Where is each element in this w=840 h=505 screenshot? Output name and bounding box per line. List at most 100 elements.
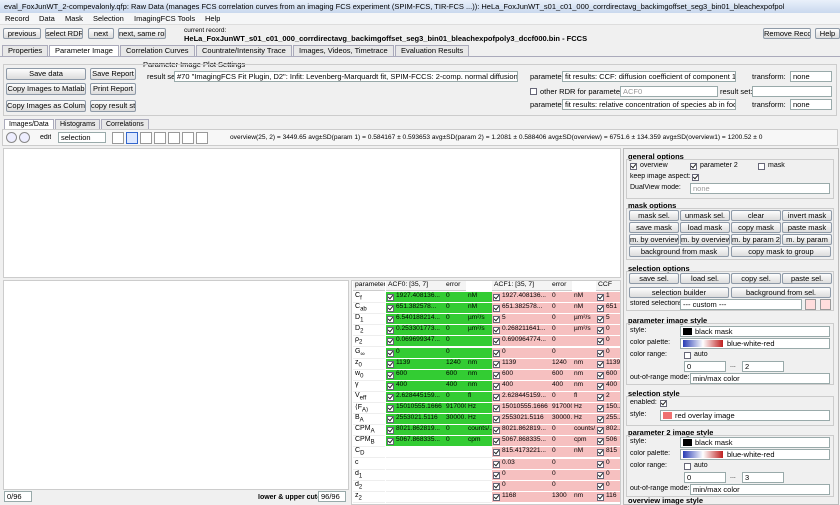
checkbox[interactable]: [690, 163, 697, 170]
dropdown[interactable]: black mask: [680, 326, 830, 337]
button[interactable]: paste mask: [782, 222, 832, 233]
checkbox[interactable]: [597, 416, 604, 424]
checkbox[interactable]: [493, 349, 500, 357]
checkbox[interactable]: [597, 338, 604, 346]
button[interactable]: copy sel.: [731, 273, 781, 284]
button[interactable]: copy result stats.: [90, 100, 136, 112]
checkbox[interactable]: [597, 360, 604, 368]
button[interactable]: m. by param: [782, 234, 832, 245]
button[interactable]: save mask: [629, 222, 679, 233]
checkbox[interactable]: [597, 382, 604, 390]
button[interactable]: Copy Images as Columns: [6, 100, 86, 112]
checkbox[interactable]: [493, 294, 500, 301]
dropdown[interactable]: [752, 86, 832, 97]
dropdown[interactable]: 3: [742, 472, 784, 483]
menu-item[interactable]: Record: [5, 14, 30, 23]
checkbox[interactable]: [493, 327, 500, 335]
cutoff-low[interactable]: 0/96: [4, 491, 32, 502]
dropdown[interactable]: ACF0: [620, 86, 718, 97]
tool-icon[interactable]: [196, 132, 208, 144]
checkbox[interactable]: [660, 400, 667, 407]
button[interactable]: background from mask: [629, 246, 729, 257]
dropdown[interactable]: #70 "ImagingFCS Fit Plugin, D2": Infit: …: [174, 71, 518, 82]
checkbox[interactable]: [387, 405, 394, 412]
tab[interactable]: Correlation Curves: [120, 45, 195, 56]
dropdown[interactable]: fit results: CCF: diffusion coefficient …: [562, 71, 736, 82]
button[interactable]: next, same role: [118, 28, 166, 39]
button[interactable]: Help: [815, 28, 840, 39]
dropdown[interactable]: blue-white-red: [680, 338, 830, 349]
dropdown[interactable]: none: [790, 71, 832, 82]
checkbox[interactable]: [493, 482, 500, 490]
checkbox[interactable]: [493, 460, 500, 468]
tool-icon[interactable]: [182, 132, 194, 144]
checkbox[interactable]: [493, 338, 500, 346]
button[interactable]: Save Report: [90, 68, 136, 80]
checkbox[interactable]: [493, 416, 500, 424]
checkbox[interactable]: [387, 393, 394, 401]
checkbox[interactable]: [597, 305, 604, 313]
checkbox[interactable]: [387, 427, 394, 435]
tab[interactable]: Evaluation Results: [395, 45, 470, 56]
menu-item[interactable]: Selection: [93, 14, 124, 23]
checkbox[interactable]: [493, 405, 500, 412]
subtab[interactable]: Correlations: [101, 119, 149, 129]
checkbox[interactable]: [597, 493, 604, 501]
dropdown[interactable]: 0: [684, 472, 726, 483]
button[interactable]: copy mask: [731, 222, 781, 233]
subtab[interactable]: Images/Data: [4, 119, 54, 129]
button[interactable]: Print Report: [90, 83, 136, 95]
checkbox[interactable]: [597, 405, 604, 412]
checkbox[interactable]: [387, 382, 394, 390]
checkbox[interactable]: [597, 327, 604, 335]
dropdown[interactable]: --- custom ---: [680, 299, 802, 310]
dropdown[interactable]: blue-white-red: [680, 449, 830, 460]
checkbox[interactable]: [493, 316, 500, 324]
button[interactable]: load sel.: [680, 273, 730, 284]
checkbox[interactable]: [493, 360, 500, 368]
dropdown[interactable]: 0: [684, 361, 726, 372]
checkbox[interactable]: [387, 360, 394, 368]
checkbox[interactable]: [597, 316, 604, 324]
button[interactable]: m. by param 2: [731, 234, 781, 245]
button[interactable]: select RDR: [45, 28, 83, 39]
checkbox[interactable]: [597, 449, 604, 457]
tool-icon[interactable]: [168, 132, 180, 144]
checkbox[interactable]: [597, 460, 604, 468]
button[interactable]: Save data: [6, 68, 86, 80]
checkbox[interactable]: [387, 316, 394, 324]
checkbox[interactable]: [387, 438, 394, 446]
checkbox[interactable]: [387, 371, 394, 379]
checkbox[interactable]: [493, 427, 500, 435]
button[interactable]: clear: [731, 210, 781, 221]
menu-item[interactable]: Mask: [65, 14, 83, 23]
tab[interactable]: Parameter Image: [49, 45, 119, 56]
dropdown[interactable]: red overlay image: [660, 410, 830, 421]
checkbox[interactable]: [493, 305, 500, 313]
button[interactable]: paste sel.: [782, 273, 832, 284]
checkbox[interactable]: [684, 463, 691, 470]
button[interactable]: selection builder: [629, 287, 729, 298]
tool-icon[interactable]: [126, 132, 138, 144]
tool-icon[interactable]: [140, 132, 152, 144]
checkbox[interactable]: [387, 327, 394, 335]
cutoff-high[interactable]: 96/96: [318, 491, 346, 502]
checkbox[interactable]: [387, 416, 394, 424]
checkbox[interactable]: [387, 294, 394, 301]
menu-item[interactable]: Help: [205, 14, 221, 23]
checkbox[interactable]: [493, 449, 500, 457]
checkbox[interactable]: [493, 493, 500, 501]
icon-button[interactable]: [820, 299, 831, 310]
checkbox[interactable]: [387, 338, 394, 346]
dropdown[interactable]: min/max color: [690, 484, 830, 495]
button[interactable]: invert mask: [782, 210, 832, 221]
button[interactable]: unmask sel.: [680, 210, 730, 221]
checkbox[interactable]: [630, 163, 637, 170]
button[interactable]: load mask: [680, 222, 730, 233]
checkbox[interactable]: [387, 349, 394, 357]
checkbox[interactable]: [597, 371, 604, 379]
checkbox[interactable]: [597, 471, 604, 479]
button[interactable]: previous: [3, 28, 41, 39]
subtab[interactable]: Histograms: [55, 119, 101, 129]
checkbox[interactable]: [597, 482, 604, 490]
